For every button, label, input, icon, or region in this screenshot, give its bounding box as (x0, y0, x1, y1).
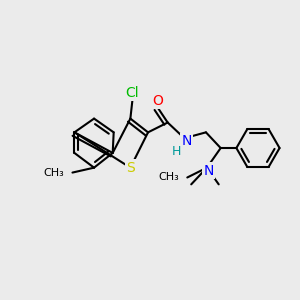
Text: N: N (204, 164, 214, 178)
Text: N: N (181, 134, 191, 148)
Text: O: O (152, 94, 163, 108)
Text: S: S (126, 161, 135, 175)
Text: CH₃: CH₃ (159, 172, 179, 182)
Text: H: H (172, 146, 181, 158)
Text: Cl: Cl (125, 86, 139, 100)
Text: CH₃: CH₃ (44, 168, 64, 178)
